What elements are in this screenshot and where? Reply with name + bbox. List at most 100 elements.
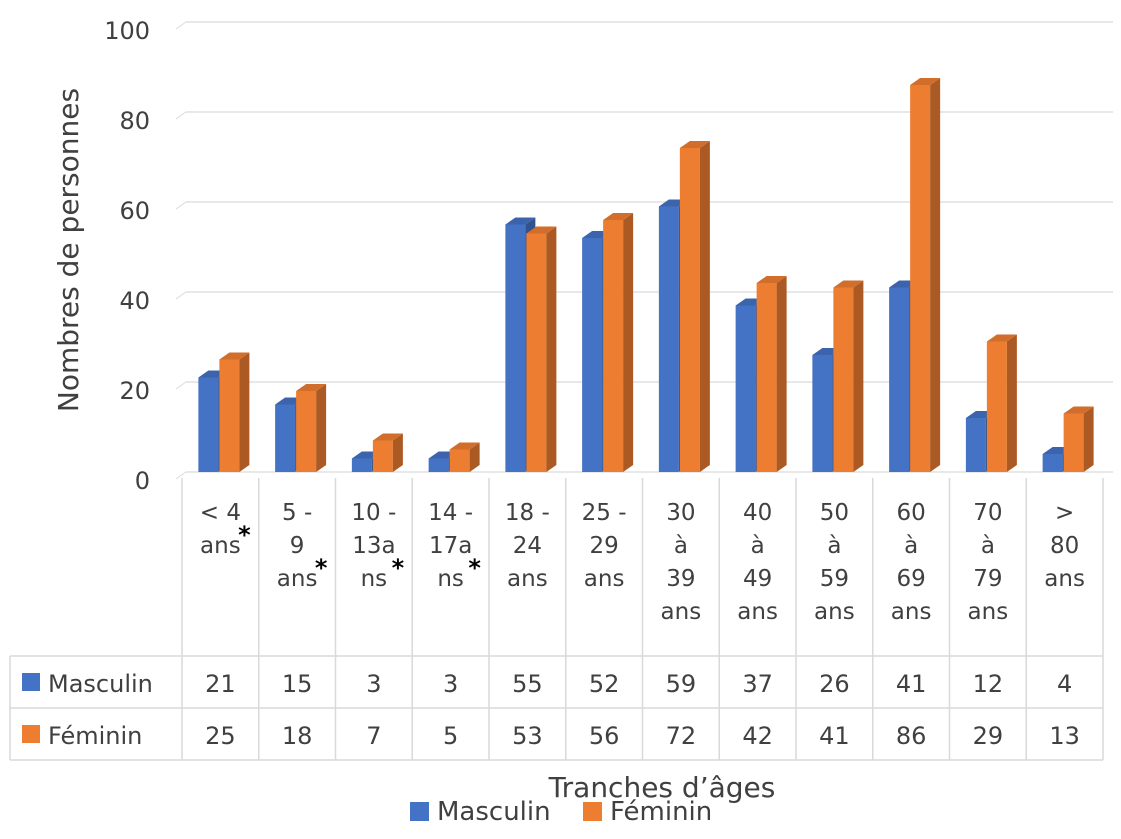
data-label: 86 (896, 722, 927, 750)
bar-front (812, 355, 833, 472)
x-tick-label: 30 à 39 ans (661, 500, 702, 625)
bar-top (603, 213, 634, 220)
y-axis-label: Nombres de personnes (52, 88, 85, 412)
bar-side (699, 141, 710, 472)
y-tick-label: 80 (119, 107, 150, 135)
bar-féminin-7 (756, 276, 787, 472)
bar-side (469, 442, 480, 472)
data-label: 21 (205, 670, 236, 698)
bar-féminin-8 (833, 280, 864, 472)
bar-féminin-5 (603, 213, 634, 472)
bar-front (505, 224, 526, 472)
data-label: 41 (819, 722, 850, 750)
bar-top (526, 226, 557, 234)
gridline-depth (175, 471, 187, 480)
data-label: 53 (512, 722, 543, 750)
bars (198, 78, 1094, 472)
bar-front (198, 377, 219, 472)
data-label: 56 (589, 722, 620, 750)
legend: Masculin Féminin (410, 797, 712, 827)
bar-front (603, 220, 624, 472)
x-tick-label: < 4 ans (200, 500, 241, 559)
gridline-depth (175, 381, 187, 390)
bar-side (546, 226, 557, 472)
bar-top (679, 141, 710, 148)
gridline-depth (175, 21, 187, 30)
table-series-name: Masculin (48, 670, 153, 698)
data-label: 26 (819, 670, 850, 698)
bar-front (756, 283, 777, 472)
bar-front (679, 148, 700, 472)
bar-front (275, 404, 296, 472)
legend-key-masculin (22, 673, 40, 691)
data-label: 4 (1057, 670, 1072, 698)
data-label: 52 (589, 670, 620, 698)
data-label: 29 (973, 722, 1004, 750)
bar-side (392, 433, 403, 472)
data-label: 42 (742, 722, 773, 750)
bar-top (372, 433, 403, 441)
bar-top (756, 276, 787, 283)
bar-side (853, 280, 864, 472)
data-label: 5 (443, 722, 458, 750)
data-label: 41 (896, 670, 927, 698)
data-label: 3 (366, 670, 381, 698)
bar-front (986, 341, 1007, 472)
bar-front (965, 418, 986, 472)
legend-label-masculin: Masculin (437, 797, 551, 827)
y-axis-ticks: 0 20 40 60 80 100 (104, 17, 150, 495)
x-axis-label: Tranches d’âges (548, 771, 776, 804)
bar-front (219, 359, 240, 472)
bar-féminin-1 (296, 384, 327, 472)
bar-top (505, 217, 536, 225)
data-label: 3 (443, 670, 458, 698)
bar-front (428, 458, 449, 472)
gridline-depth (175, 201, 187, 210)
bar-front (833, 287, 854, 472)
data-label: 55 (512, 670, 543, 698)
bar-top (296, 384, 327, 391)
bar-féminin-9 (910, 78, 941, 472)
data-label: 18 (282, 722, 313, 750)
data-label: 15 (282, 670, 313, 698)
legend-swatch-masculin (410, 802, 429, 821)
x-tick-label: 50 à 59 ans (814, 500, 855, 625)
bar-féminin-10 (986, 334, 1017, 472)
y-tick-label: 100 (104, 17, 150, 45)
bar-féminin-4 (526, 226, 557, 472)
bar-front (296, 391, 317, 472)
y-tick-label: 60 (119, 197, 150, 225)
category-footnote-mark: * (392, 554, 405, 582)
bar-side (776, 276, 787, 472)
y-tick-label: 20 (119, 377, 150, 405)
bar-front (449, 449, 470, 472)
bar-front (351, 458, 372, 472)
gridline-depth (175, 111, 187, 120)
bar-front (372, 440, 393, 472)
x-tick-label: >80 ans (1044, 500, 1085, 592)
legend-key-féminin (22, 725, 40, 743)
bar-front (526, 233, 547, 472)
bar-side (623, 213, 634, 472)
bar-féminin-11 (1063, 406, 1094, 472)
bar-front (735, 305, 756, 472)
bar-top (910, 78, 941, 85)
bar-front (582, 238, 603, 472)
x-tick-label: 10 -13a ns (351, 500, 396, 592)
data-label: 72 (666, 722, 697, 750)
x-tick-label: 40 à 49 ans (737, 500, 778, 625)
data-label: 37 (742, 670, 773, 698)
bar-top (986, 334, 1017, 342)
bar-féminin-6 (679, 141, 710, 472)
legend-swatch-féminin (583, 802, 602, 821)
bar-side (239, 352, 250, 472)
x-tick-label: 60 à 69 ans (891, 500, 932, 625)
bar-féminin-2 (372, 433, 403, 472)
bar-top (449, 442, 480, 450)
x-tick-label: 5 -9 ans (277, 500, 318, 592)
bar-féminin-0 (219, 352, 250, 472)
gridlines (175, 21, 1113, 480)
y-tick-label: 40 (119, 287, 150, 315)
x-tick-label: 18 -24 ans (505, 500, 550, 592)
